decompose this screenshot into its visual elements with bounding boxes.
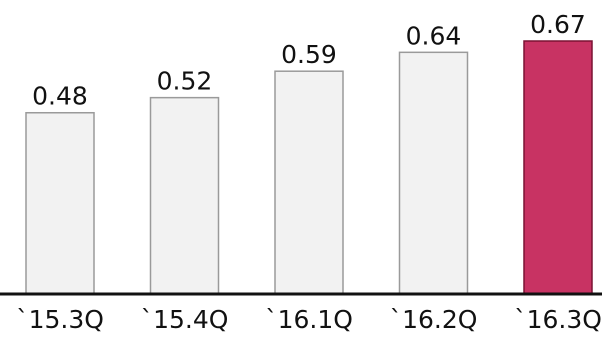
bar-4	[523, 40, 593, 295]
x-tick-label-0: `15.3Q	[16, 305, 104, 334]
x-tick-label-2: `16.1Q	[265, 305, 353, 334]
value-label-0: 0.48	[32, 82, 88, 111]
bar-1	[149, 96, 220, 295]
labels-layer: 0.48 `15.3Q 0.52 `15.4Q 0.59 `16.1Q 0.64 `16.2Q…	[16, 10, 602, 334]
value-label-2: 0.59	[281, 40, 337, 69]
value-label-1: 0.52	[157, 67, 213, 96]
x-tick-label-1: `15.4Q	[141, 305, 229, 334]
bars-layer	[25, 40, 593, 295]
bar-3	[398, 51, 469, 295]
x-tick-label-4: `16.3Q	[514, 305, 602, 334]
x-tick-label-3: `16.2Q	[390, 305, 478, 334]
value-label-3: 0.64	[406, 21, 462, 50]
bar-2	[274, 70, 344, 295]
bar-0	[25, 111, 95, 295]
value-label-4: 0.67	[530, 10, 586, 39]
